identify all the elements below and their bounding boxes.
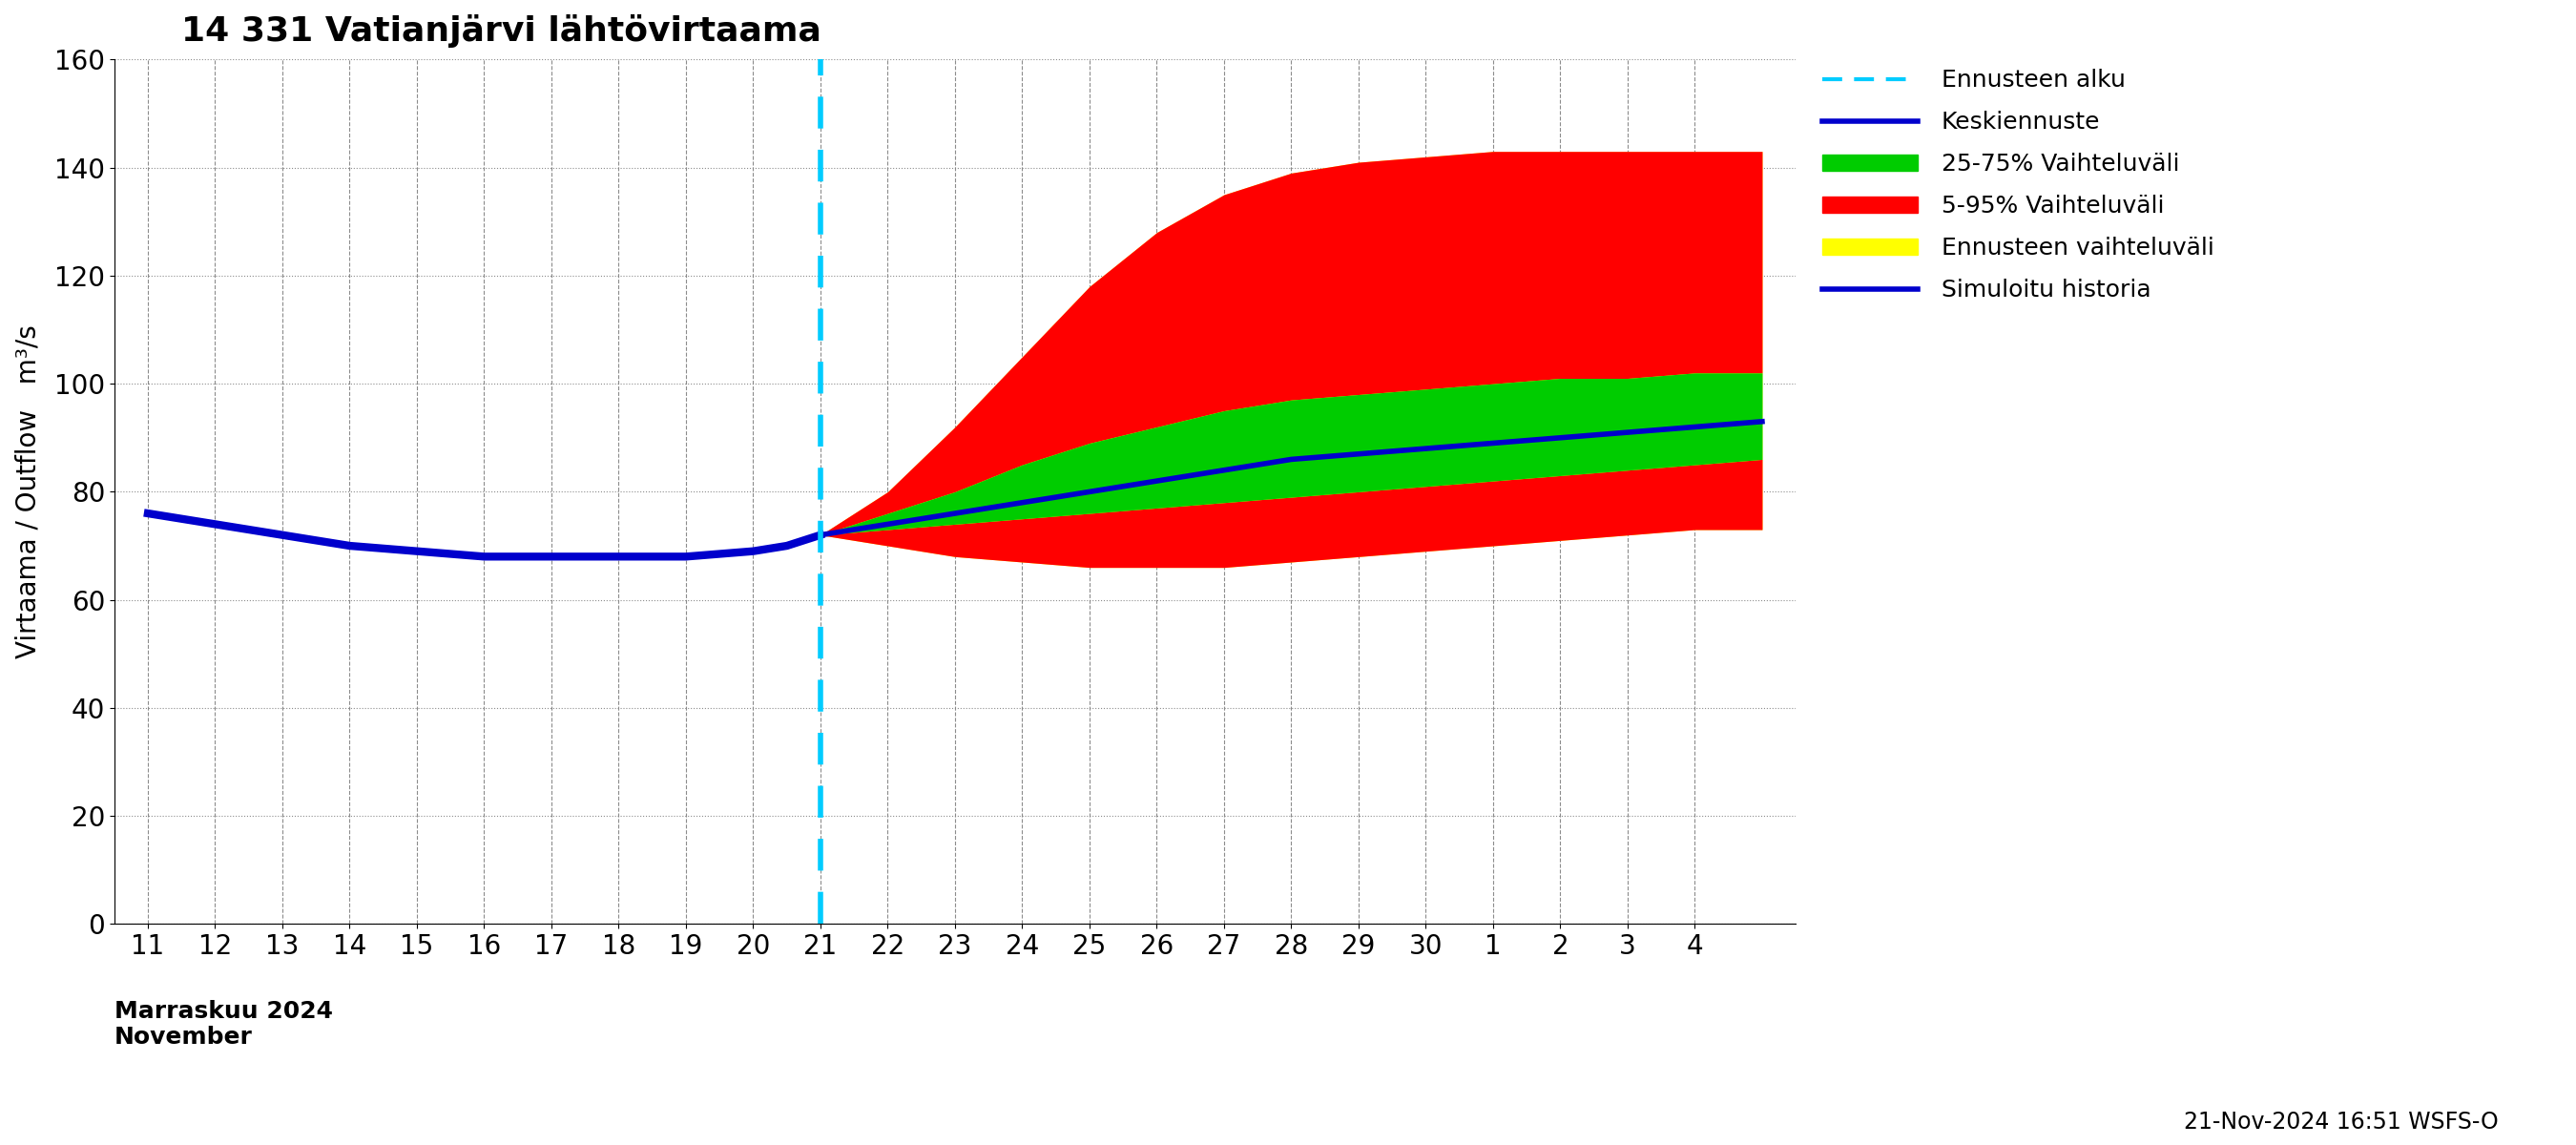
Text: 14 331 Vatianjärvi lähtövirtaama: 14 331 Vatianjärvi lähtövirtaama xyxy=(180,14,822,48)
Text: 21-Nov-2024 16:51 WSFS-O: 21-Nov-2024 16:51 WSFS-O xyxy=(2184,1111,2499,1134)
Legend: Ennusteen alku, Keskiennuste, 25-75% Vaihteluväli, 5-95% Vaihteluväli, Ennusteen: Ennusteen alku, Keskiennuste, 25-75% Vai… xyxy=(1814,60,2223,311)
Text: Marraskuu 2024
November: Marraskuu 2024 November xyxy=(113,1000,332,1049)
Y-axis label: Virtaama / Outflow   m³/s: Virtaama / Outflow m³/s xyxy=(15,325,41,658)
